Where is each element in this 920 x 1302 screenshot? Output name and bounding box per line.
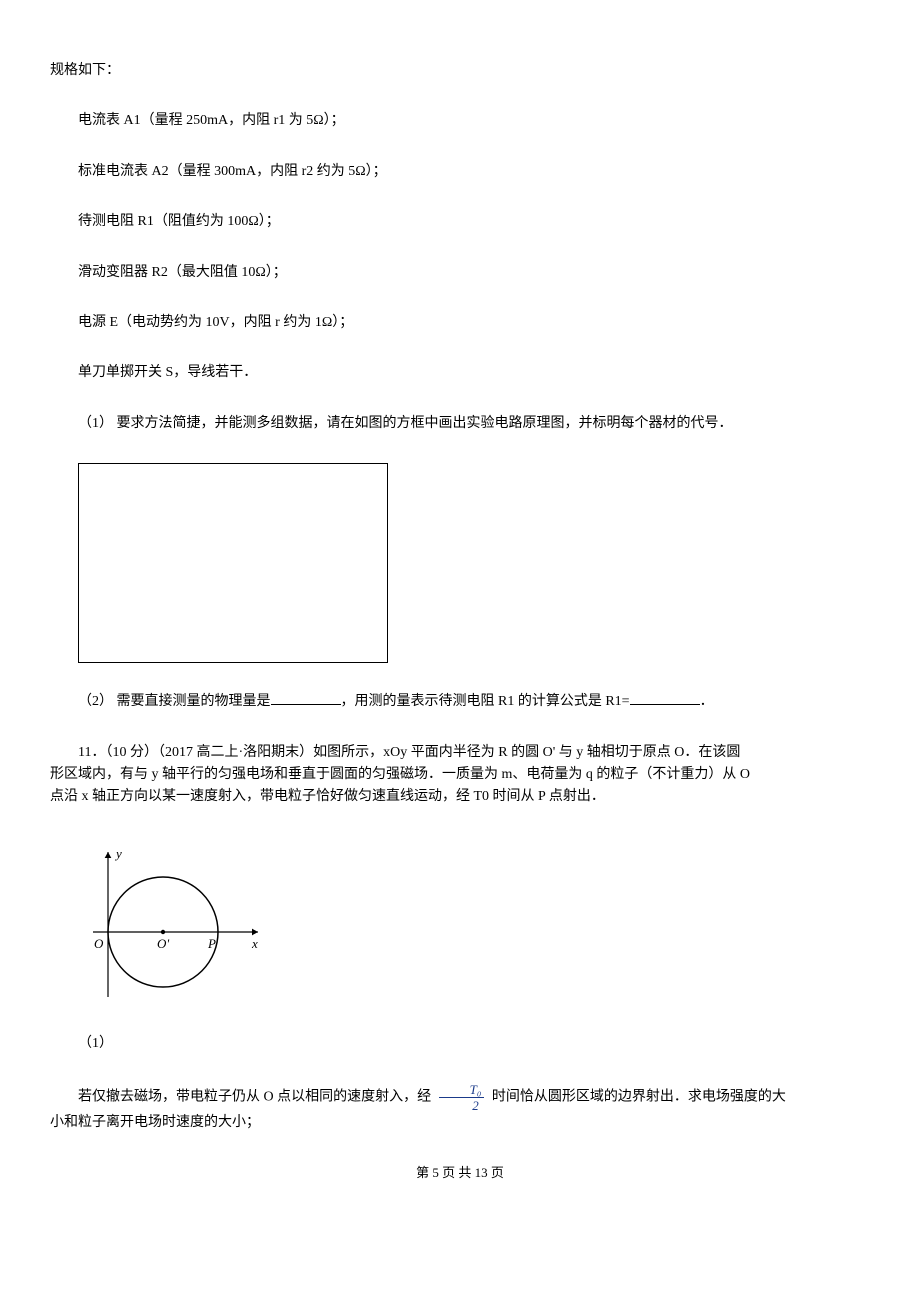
question-1: （1） 要求方法简捷，并能测多组数据，请在如图的方框中画出实验电路原理图，并标明… [50,413,870,435]
svg-text:P: P [207,936,216,951]
fraction-num: T₀ [439,1083,485,1098]
q11-line2: 形区域内，有与 y 轴平行的匀强电场和垂直于圆面的匀强磁场．一质量为 m、电荷量… [50,764,870,786]
blank-1 [271,691,341,705]
physics-diagram: y x O O' P [78,837,870,1005]
fraction-den: 2 [439,1098,485,1112]
spec-r1: 待测电阻 R1（阻值约为 100Ω）； [50,211,870,233]
q11-sub1-body: 若仅撤去磁场，带电粒子仍从 O 点以相同的速度射入，经 T₀2 时间恰从圆形区域… [50,1083,870,1134]
circuit-box [78,463,388,663]
q11-sub1-line1: 若仅撤去磁场，带电粒子仍从 O 点以相同的速度射入，经 T₀2 时间恰从圆形区域… [50,1083,870,1112]
svg-text:O': O' [157,936,169,951]
spec-e: 电源 E（电动势约为 10V，内阻 r 约为 1Ω）； [50,312,870,334]
q2-pre: （2） 需要直接测量的物理量是 [78,694,271,709]
q11-sub1-line2: 小和粒子离开电场时速度的大小； [50,1112,870,1134]
question-2: （2） 需要直接测量的物理量是 ，用测的量表示待测电阻 R1 的计算公式是 R1=… [50,691,870,713]
q2-mid: ，用测的量表示待测电阻 R1 的计算公式是 R1= [341,694,630,709]
svg-text:y: y [114,846,122,861]
q11-line1: 11．（10 分）（2017 高二上·洛阳期末）如图所示，xOy 平面内半径为 … [50,742,870,764]
page-footer: 第 5 页 共 13 页 [50,1163,870,1184]
spec-a2: 标准电流表 A2（量程 300mA，内阻 r2 约为 5Ω）； [50,161,870,183]
blank-2 [630,691,700,705]
spec-a1: 电流表 A1（量程 250mA，内阻 r1 为 5Ω）； [50,110,870,132]
question-11: 11．（10 分）（2017 高二上·洛阳期末）如图所示，xOy 平面内半径为 … [50,742,870,809]
spec-header: 规格如下： [50,60,870,82]
q11-sub1: （1） [50,1033,870,1055]
fraction-t0-over-2: T₀2 [439,1083,485,1112]
q2-post: ． [700,694,714,709]
q11-sub1-post: 时间恰从圆形区域的边界射出．求电场强度的大 [488,1090,786,1105]
spec-r2: 滑动变阻器 R2（最大阻值 10Ω）； [50,262,870,284]
diagram-svg: y x O O' P [78,837,298,997]
svg-text:O: O [94,936,104,951]
svg-text:x: x [251,936,258,951]
spec-s: 单刀单掷开关 S，导线若干． [50,362,870,384]
q11-line3: 点沿 x 轴正方向以某一速度射入，带电粒子恰好做匀速直线运动，经 T0 时间从 … [50,786,870,808]
q11-sub1-pre: 若仅撤去磁场，带电粒子仍从 O 点以相同的速度射入，经 [78,1090,435,1105]
